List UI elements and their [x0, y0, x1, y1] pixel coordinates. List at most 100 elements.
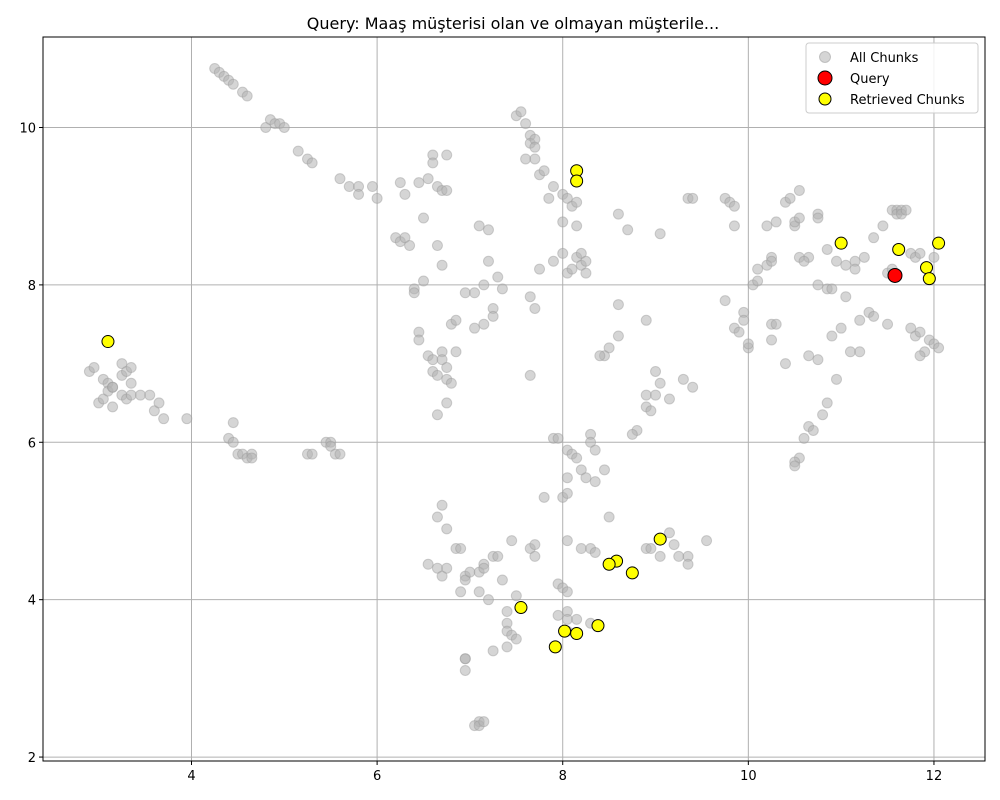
all-chunk-point: [580, 267, 592, 279]
all-chunk-point: [589, 444, 601, 456]
all-chunk-point: [529, 539, 541, 551]
all-chunk-point: [469, 322, 481, 334]
y-tick-label: 6: [28, 436, 36, 451]
all-chunk-point: [849, 263, 861, 275]
all-chunk-point: [547, 181, 559, 193]
all-chunk-point: [552, 609, 564, 621]
all-chunk-point: [107, 401, 119, 413]
all-chunk-point: [153, 397, 165, 409]
all-chunk-point: [650, 365, 662, 377]
all-chunk-point: [88, 362, 100, 374]
all-chunk-point: [538, 491, 550, 503]
all-chunk-point: [561, 535, 573, 547]
y-tick-label: 2: [28, 751, 36, 766]
all-chunk-point: [807, 424, 819, 436]
retrieved-chunk-point: [514, 601, 528, 615]
chart-title: Query: Maaş müşterisi olan ve olmayan mü…: [307, 14, 719, 33]
all-chunk-point: [97, 393, 109, 405]
all-chunk-point: [496, 283, 508, 295]
all-chunk-point: [566, 263, 578, 275]
x-tick-label: 6: [373, 769, 381, 784]
all-chunk-point: [803, 350, 815, 362]
all-chunk-point: [650, 389, 662, 401]
all-chunk-point: [640, 389, 652, 401]
all-chunk-point: [701, 535, 713, 547]
all-chunk-point: [719, 295, 731, 307]
all-chunk-point: [436, 259, 448, 271]
axis-ticks: 4 6 8 10 12 2 4 6 8 10: [19, 122, 942, 785]
all-chunk-point: [487, 310, 499, 322]
all-chunk-point: [436, 354, 448, 366]
all-chunk-point: [306, 448, 318, 460]
all-chunk-point: [482, 255, 494, 267]
all-chunk-point: [306, 157, 318, 169]
all-chunk-point: [343, 181, 355, 193]
all-chunk-point: [752, 263, 764, 275]
all-chunk-point: [482, 224, 494, 236]
all-chunk-point: [575, 464, 587, 476]
all-chunk-point: [455, 586, 467, 598]
all-chunk-point: [125, 377, 137, 389]
all-chunk-point: [134, 389, 146, 401]
all-chunk-point: [557, 247, 569, 259]
all-chunk-point: [366, 181, 378, 193]
all-chunk-point: [821, 243, 833, 255]
all-chunk-point: [900, 204, 912, 216]
all-chunk-point: [445, 377, 457, 389]
retrieved-chunks-series: [101, 164, 946, 654]
all-chunk-point: [798, 255, 810, 267]
all-chunk-point: [844, 346, 856, 358]
all-chunk-point: [575, 543, 587, 555]
all-chunk-point: [654, 550, 666, 562]
all-chunk-point: [561, 472, 573, 484]
all-chunk-point: [227, 436, 239, 448]
all-chunk-point: [612, 330, 624, 342]
retrieved-chunk-point: [922, 272, 936, 286]
all-chunk-point: [626, 428, 638, 440]
all-chunk-point: [227, 78, 239, 90]
all-chunk-point: [598, 464, 610, 476]
all-chunk-point: [728, 220, 740, 232]
all-chunk-point: [241, 90, 253, 102]
all-chunk-point: [914, 326, 926, 338]
all-chunk-point: [431, 240, 443, 252]
all-chunk-point: [826, 330, 838, 342]
all-chunk-point: [752, 275, 764, 287]
legend-all-chunks-label: All Chunks: [850, 51, 919, 66]
all-chunk-point: [840, 291, 852, 303]
all-chunk-point: [571, 613, 583, 625]
all-chunk-point: [589, 546, 601, 558]
retrieved-chunk-point: [932, 236, 946, 250]
all-chunk-point: [520, 153, 532, 165]
all-chunk-point: [404, 240, 416, 252]
all-chunk-point: [812, 354, 824, 366]
all-chunk-point: [589, 476, 601, 488]
all-chunk-point: [868, 232, 880, 244]
all-chunk-point: [325, 440, 337, 452]
all-chunk-point: [450, 314, 462, 326]
all-chunk-point: [580, 472, 592, 484]
all-chunk-point: [766, 255, 778, 267]
all-chunk-point: [812, 279, 824, 291]
all-chunk-point: [144, 389, 156, 401]
all-chunk-point: [571, 220, 583, 232]
retrieved-chunk-point: [653, 532, 667, 546]
retrieved-chunk-point: [920, 261, 934, 275]
legend-all-chunks-marker: [819, 51, 831, 63]
all-chunk-point: [784, 192, 796, 204]
all-chunk-point: [260, 122, 272, 133]
all-chunk-point: [418, 275, 430, 287]
all-chunk-point: [441, 362, 453, 374]
all-chunk-point: [905, 322, 917, 334]
all-chunk-point: [459, 653, 471, 665]
y-tick-label: 10: [19, 122, 36, 137]
all-chunk-point: [812, 212, 824, 224]
all-chunk-point: [441, 397, 453, 409]
x-tick-label: 10: [740, 769, 757, 784]
all-chunk-point: [334, 448, 346, 460]
all-chunk-point: [436, 499, 448, 511]
all-chunk-point: [733, 326, 745, 338]
legend: All Chunks Query Retrieved Chunks: [805, 42, 979, 114]
retrieved-chunk-point: [570, 627, 584, 641]
all-chunk-point: [673, 550, 685, 562]
